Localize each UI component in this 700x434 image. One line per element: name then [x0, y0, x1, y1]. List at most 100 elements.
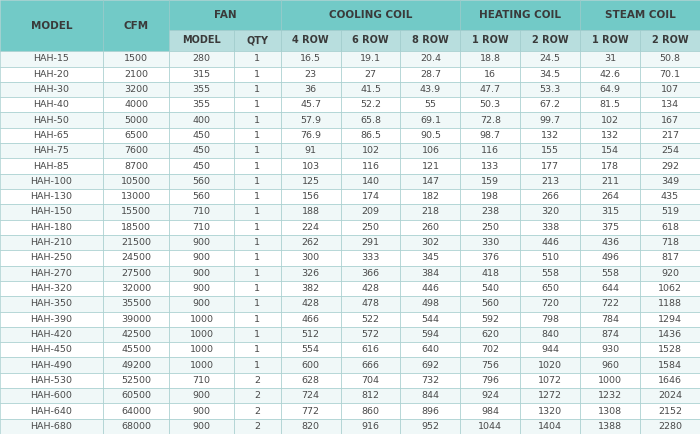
- Bar: [400, 403, 461, 419]
- Bar: [461, 97, 520, 112]
- Bar: [234, 327, 281, 342]
- Bar: [520, 373, 580, 388]
- Bar: [234, 342, 281, 358]
- Text: 19.1: 19.1: [360, 54, 381, 63]
- Bar: [580, 388, 640, 403]
- Bar: [169, 97, 234, 112]
- Bar: [169, 342, 234, 358]
- Text: 13000: 13000: [121, 192, 151, 201]
- Bar: [461, 358, 520, 373]
- Bar: [169, 220, 234, 235]
- Bar: [234, 266, 281, 281]
- Text: 592: 592: [482, 315, 499, 324]
- Bar: [103, 0, 169, 51]
- Text: 944: 944: [541, 345, 559, 354]
- Bar: [520, 189, 580, 204]
- Bar: [281, 373, 341, 388]
- Text: 27: 27: [365, 70, 377, 79]
- Text: 446: 446: [421, 284, 440, 293]
- Text: 984: 984: [482, 407, 499, 415]
- Text: 52500: 52500: [121, 376, 151, 385]
- Bar: [520, 158, 580, 174]
- Bar: [580, 266, 640, 281]
- Text: 3200: 3200: [124, 85, 148, 94]
- Text: 155: 155: [541, 146, 559, 155]
- Text: HAH-30: HAH-30: [34, 85, 69, 94]
- Text: 1 ROW: 1 ROW: [472, 35, 509, 46]
- Text: 280: 280: [193, 54, 211, 63]
- Text: 572: 572: [361, 330, 379, 339]
- Bar: [580, 419, 640, 434]
- Bar: [580, 158, 640, 174]
- Bar: [640, 281, 700, 296]
- Text: 254: 254: [661, 146, 679, 155]
- Bar: [640, 51, 700, 66]
- Bar: [341, 143, 400, 158]
- Text: 6 ROW: 6 ROW: [352, 35, 389, 46]
- Bar: [281, 204, 341, 220]
- Bar: [640, 235, 700, 250]
- Bar: [169, 189, 234, 204]
- Text: 55: 55: [424, 100, 436, 109]
- Text: 2100: 2100: [124, 70, 148, 79]
- Bar: [169, 281, 234, 296]
- Text: 132: 132: [601, 131, 620, 140]
- Bar: [0, 296, 103, 312]
- Text: 1: 1: [254, 330, 260, 339]
- Text: 333: 333: [361, 253, 379, 263]
- Text: 900: 900: [193, 422, 211, 431]
- Bar: [341, 373, 400, 388]
- Bar: [0, 128, 103, 143]
- Text: 1: 1: [254, 54, 260, 63]
- Bar: [341, 327, 400, 342]
- Text: HAH-20: HAH-20: [34, 70, 69, 79]
- Text: 49200: 49200: [121, 361, 151, 370]
- Bar: [103, 388, 169, 403]
- Bar: [580, 0, 700, 30]
- Text: 436: 436: [601, 238, 620, 247]
- Text: 8 ROW: 8 ROW: [412, 35, 449, 46]
- Bar: [400, 220, 461, 235]
- Text: 900: 900: [193, 253, 211, 263]
- Bar: [640, 312, 700, 327]
- Text: 35500: 35500: [121, 299, 151, 308]
- Text: 103: 103: [302, 161, 320, 171]
- Text: 375: 375: [601, 223, 620, 232]
- Bar: [461, 143, 520, 158]
- Text: 732: 732: [421, 376, 440, 385]
- Bar: [520, 388, 580, 403]
- Bar: [103, 235, 169, 250]
- Text: 756: 756: [482, 361, 499, 370]
- Text: 50.3: 50.3: [480, 100, 501, 109]
- Bar: [520, 235, 580, 250]
- Text: 812: 812: [361, 391, 379, 400]
- Bar: [169, 250, 234, 266]
- Bar: [103, 250, 169, 266]
- Text: 960: 960: [601, 361, 619, 370]
- Text: 36: 36: [304, 85, 316, 94]
- Bar: [281, 342, 341, 358]
- Text: 400: 400: [193, 115, 211, 125]
- Bar: [0, 358, 103, 373]
- Bar: [234, 51, 281, 66]
- Text: 27500: 27500: [121, 269, 151, 278]
- Text: 81.5: 81.5: [600, 100, 621, 109]
- Text: HAH-640: HAH-640: [30, 407, 72, 415]
- Bar: [461, 281, 520, 296]
- Text: 18500: 18500: [121, 223, 151, 232]
- Text: 76.9: 76.9: [300, 131, 321, 140]
- Bar: [0, 419, 103, 434]
- Bar: [400, 143, 461, 158]
- Text: 355: 355: [193, 100, 211, 109]
- Text: 102: 102: [361, 146, 379, 155]
- Text: 43.9: 43.9: [420, 85, 441, 94]
- Text: 68000: 68000: [121, 422, 151, 431]
- Text: 644: 644: [601, 284, 619, 293]
- Bar: [580, 128, 640, 143]
- Text: STEAM COIL: STEAM COIL: [605, 10, 676, 20]
- Text: 159: 159: [482, 177, 499, 186]
- Bar: [103, 358, 169, 373]
- Text: HAH-40: HAH-40: [34, 100, 69, 109]
- Text: 65.8: 65.8: [360, 115, 381, 125]
- Text: 900: 900: [193, 238, 211, 247]
